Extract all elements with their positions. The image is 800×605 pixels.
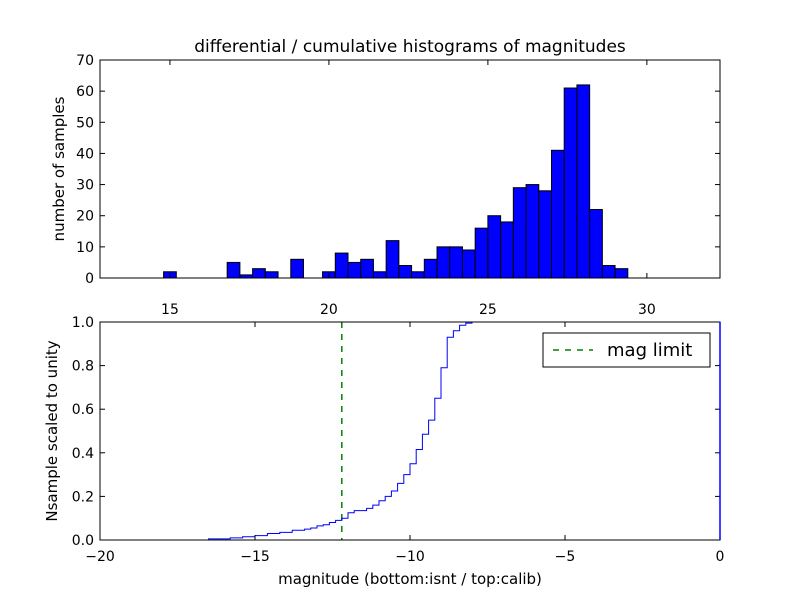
bottom-y-tick-label: 0.0 — [72, 533, 94, 549]
top-y-tick-label: 0 — [85, 271, 94, 287]
bottom-x-tick-label: −10 — [395, 549, 425, 565]
histogram-bar — [347, 261, 362, 279]
legend: mag limit — [542, 332, 711, 368]
top-y-tick-label: 50 — [76, 115, 94, 131]
bottom-y-tick-label: 1.0 — [72, 315, 94, 331]
histogram-bar — [563, 87, 578, 279]
top-x-tick-label: 20 — [320, 302, 338, 318]
top-plot-frame — [99, 59, 721, 279]
bottom-y-tick-label: 0.4 — [72, 446, 94, 462]
legend-entry-mag-limit: mag limit — [607, 340, 692, 361]
bottom-x-tick-label: −15 — [240, 549, 270, 565]
top-x-tick-label: 25 — [479, 302, 497, 318]
histogram-bar — [290, 258, 304, 279]
bottom-y-tick-label: 0.6 — [72, 402, 94, 418]
chart-title: differential / cumulative histograms of … — [194, 37, 626, 57]
histogram-bar — [411, 271, 425, 279]
bottom-x-tick-label: −5 — [555, 549, 576, 565]
top-x-tick-label: 30 — [638, 302, 656, 318]
bottom-x-axis-label: magnitude (bottom:isnt / top:calib) — [278, 570, 542, 588]
top-y-tick-label: 10 — [76, 240, 94, 256]
differential-histogram-panel: differential / cumulative histograms of … — [50, 37, 721, 318]
histogram-bar — [500, 221, 514, 279]
histogram-bar — [372, 271, 387, 279]
histogram-bar — [252, 268, 266, 279]
cumulative-step-line — [100, 321, 485, 541]
bottom-y-tick-label: 0.2 — [72, 489, 94, 505]
histogram-bar — [589, 208, 603, 279]
histogram-bar — [601, 265, 616, 279]
top-y-axis-label: number of samples — [50, 96, 68, 241]
histogram-bar — [538, 190, 552, 279]
top-y-tick-label: 60 — [76, 84, 94, 100]
histogram-bar — [385, 240, 400, 279]
histogram-bar — [449, 246, 463, 279]
histogram-bar — [226, 261, 241, 279]
histogram-bar — [525, 184, 540, 279]
cumulative-histogram-panel: Nsample scaled to unity magnitude (botto… — [43, 315, 724, 588]
histogram-bar — [487, 215, 502, 279]
histogram-bar — [398, 265, 413, 279]
top-y-tick-label: 30 — [76, 178, 94, 194]
bottom-y-axis-label: Nsample scaled to unity — [43, 340, 61, 521]
histogram-bar — [474, 227, 489, 279]
top-y-tick-label: 70 — [76, 53, 94, 69]
histogram-bar — [360, 258, 374, 279]
bottom-x-tick-label: 0 — [716, 549, 725, 565]
histogram-bar — [264, 271, 279, 279]
top-y-tick-label: 40 — [76, 146, 94, 162]
histogram-bar — [550, 149, 565, 279]
bottom-y-tick-label: 0.8 — [72, 359, 94, 375]
histogram-bar — [614, 268, 629, 279]
top-x-tick-label: 15 — [161, 302, 179, 318]
histogram-bars — [163, 84, 629, 279]
top-y-tick-label: 20 — [76, 209, 94, 225]
histogram-bar — [461, 249, 476, 279]
histogram-bar — [436, 246, 451, 279]
histogram-bar — [334, 252, 349, 279]
bottom-x-tick-label: −20 — [85, 549, 115, 565]
histogram-bar — [512, 187, 527, 279]
histogram-bar — [576, 84, 591, 279]
histogram-bar — [423, 258, 438, 279]
